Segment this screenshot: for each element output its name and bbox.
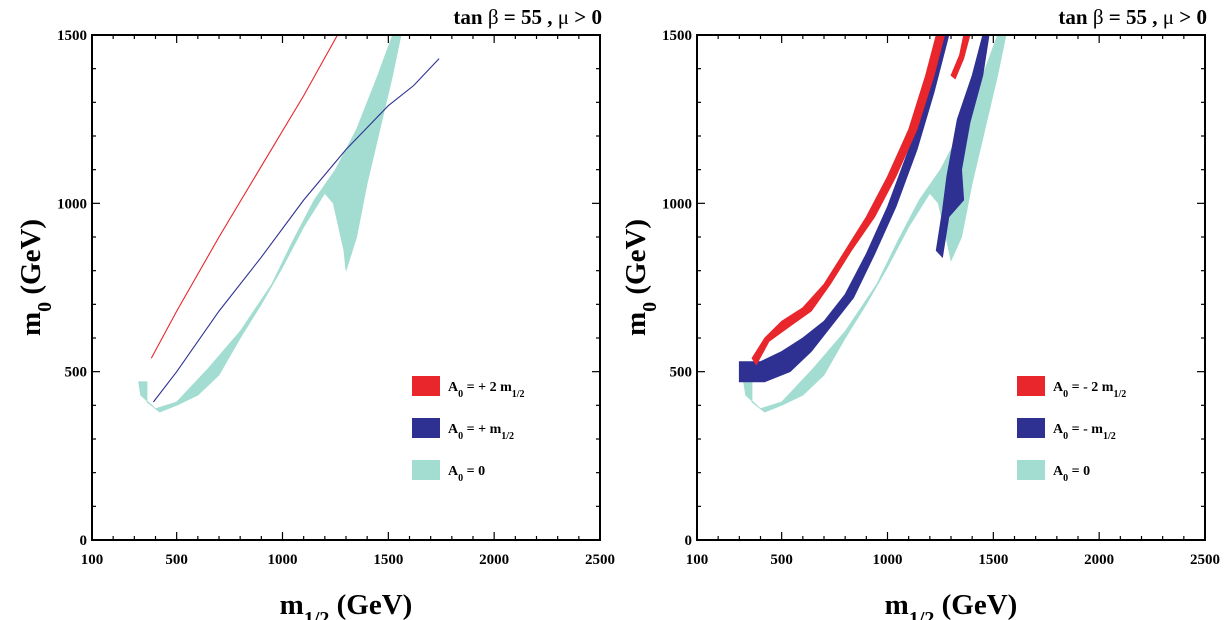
legend-swatch-0 (412, 376, 440, 396)
x-axis-label: m1/2 (GeV) (885, 589, 1018, 620)
legend-label-0: A0 = + 2 m1/2 (448, 380, 525, 400)
legend-label-0: A0 = - 2 m1/2 (1053, 380, 1126, 400)
x-tick-label: 2500 (585, 552, 615, 568)
extra-region-1 (950, 35, 971, 80)
y-tick-label: 1500 (57, 28, 87, 44)
chart-title: tan β = 55 , μ > 0 (1058, 5, 1207, 29)
legend-swatch-0 (1017, 376, 1045, 396)
series-region-2 (138, 35, 402, 413)
y-tick-label: 1500 (662, 28, 692, 44)
x-tick-label: 2500 (1190, 552, 1220, 568)
series-region-1 (738, 35, 950, 383)
y-axis-label: m0 (GeV) (620, 219, 661, 336)
y-tick-label: 0 (685, 533, 693, 549)
x-tick-label: 2000 (1084, 552, 1114, 568)
x-tick-label: 2000 (479, 552, 509, 568)
legend-swatch-2 (412, 460, 440, 480)
legend-label-2: A0 = 0 (448, 464, 485, 484)
x-tick-label: 100 (686, 552, 709, 568)
chart-title: tan β = 55 , μ > 0 (453, 5, 602, 29)
y-tick-label: 1000 (57, 196, 87, 212)
left-chart-panel: 100 500 1000 1500 2000 2500 0 500 1000 1500 tan β … (15, 5, 615, 620)
plot-frame (91, 34, 601, 541)
x-tick-label: 1000 (268, 552, 298, 568)
legend-label-1: A0 = + m1/2 (448, 422, 514, 442)
legend: A0 = + 2 m1/2 A0 = + m1/2 A0 = 0 (412, 376, 525, 484)
legend-swatch-2 (1017, 460, 1045, 480)
legend-label-2: A0 = 0 (1053, 464, 1090, 484)
legend: A0 = - 2 m1/2 A0 = - m1/2 A0 = 0 (1017, 376, 1126, 484)
y-tick-label: 500 (65, 365, 88, 381)
x-tick-label: 100 (81, 552, 104, 568)
legend-swatch-1 (1017, 418, 1045, 438)
x-axis-label: m1/2 (GeV) (280, 589, 413, 620)
series-line-0 (150, 35, 338, 359)
y-tick-label: 0 (80, 533, 88, 549)
x-tick-label: 500 (770, 552, 793, 568)
series-line-1 (152, 58, 440, 403)
plot-frame (696, 34, 1206, 541)
y-tick-label: 1000 (662, 196, 692, 212)
plot-area (138, 35, 440, 413)
legend-swatch-1 (412, 418, 440, 438)
plot-area (738, 35, 1007, 413)
legend-label-1: A0 = - m1/2 (1053, 422, 1116, 442)
y-axis-label: m0 (GeV) (15, 219, 56, 336)
right-chart-panel: 100 500 1000 1500 2000 2500 0 500 1000 1500 tan β … (620, 5, 1220, 620)
x-tick-label: 500 (165, 552, 188, 568)
x-tick-label: 1500 (373, 552, 403, 568)
y-tick-label: 500 (670, 365, 693, 381)
series-region-0 (751, 35, 946, 366)
series-region-2 (743, 35, 1007, 413)
extra-region-0 (935, 35, 990, 259)
x-tick-label: 1500 (978, 552, 1008, 568)
x-tick-label: 1000 (873, 552, 903, 568)
